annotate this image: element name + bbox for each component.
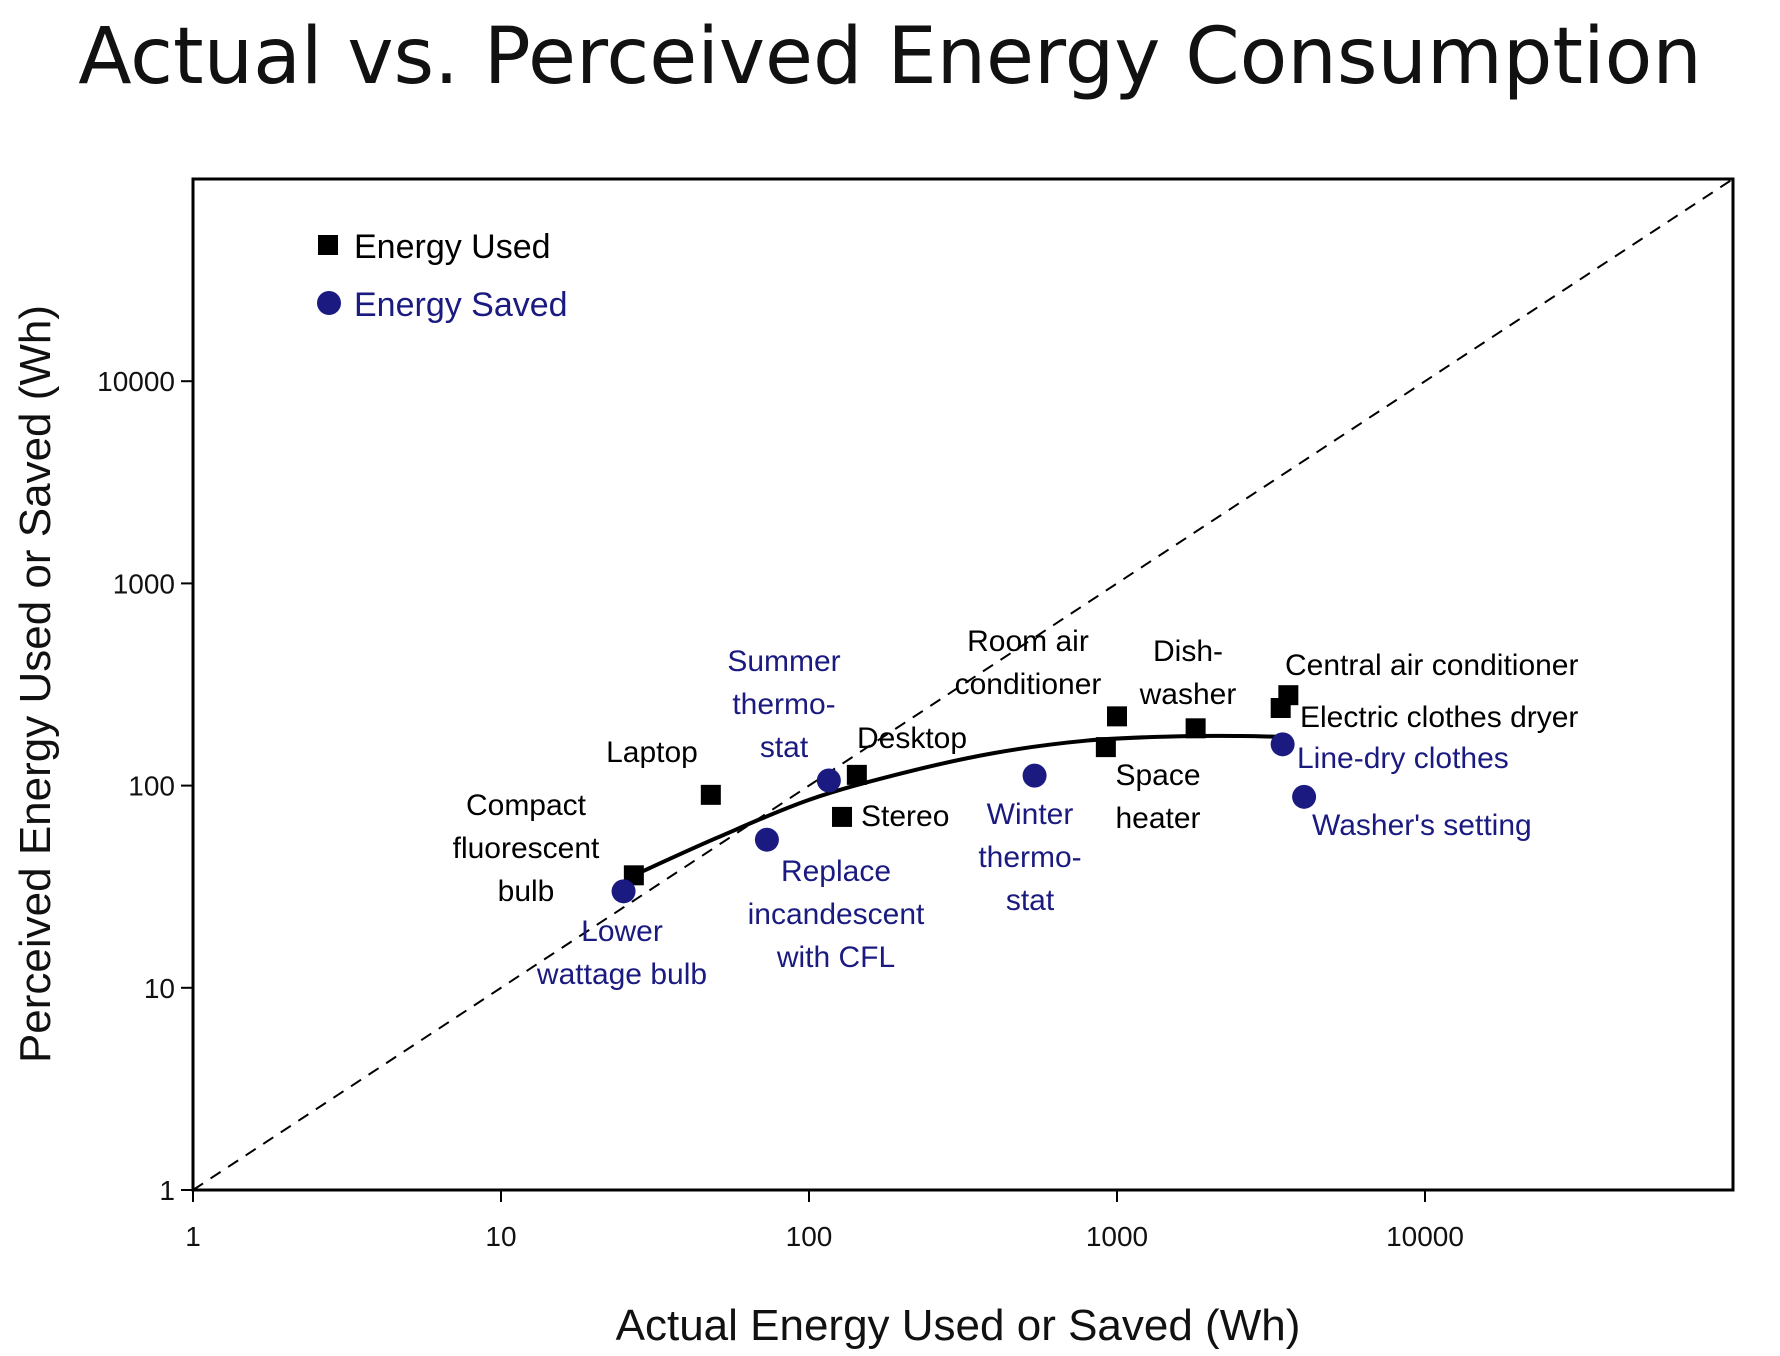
x-tick-label: 10 [485,1221,516,1252]
chart-title: Actual vs. Perceived Energy Consumption [78,12,1702,102]
marker-lower-wattage-bulb [611,879,636,904]
y-axis-ticks: 1 10 100 1000 10000 [97,366,193,1206]
label-dish-washer: Dish-washer [1139,635,1237,711]
marker-line-dry-clothes [1270,732,1295,757]
label-laptop: Laptop [606,736,698,769]
label-replace-incandescent-with-cfl: Replace incandescent with CFL [748,855,925,974]
x-tick-label: 1000 [1086,1221,1148,1252]
label-stereo: Stereo [861,800,949,833]
data-points [611,685,1317,904]
x-tick-label: 1 [185,1221,201,1252]
x-axis-label: Actual Energy Used or Saved (Wh) [616,1301,1301,1350]
label-central-air-conditioner: Central air conditioner [1285,649,1578,682]
label-line-dry-clothes: Line-dry clothes [1297,742,1509,775]
identity-line [192,178,1734,1191]
label-washer-s-setting: Washer's setting [1312,809,1532,842]
x-axis-ticks: 1 10 100 1000 10000 [185,1190,1464,1252]
x-tick-label: 100 [786,1221,833,1252]
marker-space-heater [1095,737,1116,758]
legend-energy-used: Energy Used [354,228,551,266]
marker-dish-washer [1185,718,1206,739]
legend: Energy Used Energy Saved [317,228,568,324]
label-lower-wattage-bulb: Lower wattage bulb [536,915,707,991]
y-tick-label: 1000 [113,568,175,599]
y-tick-label: 10 [144,973,175,1004]
label-summer-thermo-stat: Summer thermo-stat [727,645,840,764]
marker-winter-thermo-stat [1022,763,1047,788]
legend-circle-marker [317,291,341,315]
marker-room-air-conditioner [1107,706,1127,727]
marker-electric-clothes-dryer [1270,697,1291,718]
marker-summer-thermo-stat [816,768,841,793]
label-electric-clothes-dryer: Electric clothes dryer [1300,701,1578,734]
fit-curve [633,733,1285,878]
legend-energy-saved: Energy Saved [354,286,568,324]
marker-replace-incandescent-with-cfl [754,827,779,852]
plot-frame [191,177,1735,1192]
y-tick-label: 1 [159,1175,175,1206]
marker-washer-s-setting [1292,784,1317,809]
label-winter-thermo-stat: Winter thermo-stat [978,798,1081,917]
marker-compact-fluorescent-bulb [623,865,644,886]
marker-desktop [846,764,867,785]
y-axis-label: Perceived Energy Used or Saved (Wh) [11,305,60,1063]
y-tick-label: 100 [128,771,175,802]
legend-square-marker [318,235,338,255]
marker-stereo [832,806,853,827]
label-desktop: Desktop [857,722,967,755]
x-tick-label: 10000 [1386,1221,1464,1252]
y-tick-label: 10000 [97,366,175,397]
marker-laptop [700,784,721,805]
label-compact-fluorescent-bulb: Compact fluorescent bulb [453,789,600,908]
label-space-heater: Space heater [1115,759,1200,835]
label-room-air-conditioner: Room air conditioner [955,625,1102,701]
